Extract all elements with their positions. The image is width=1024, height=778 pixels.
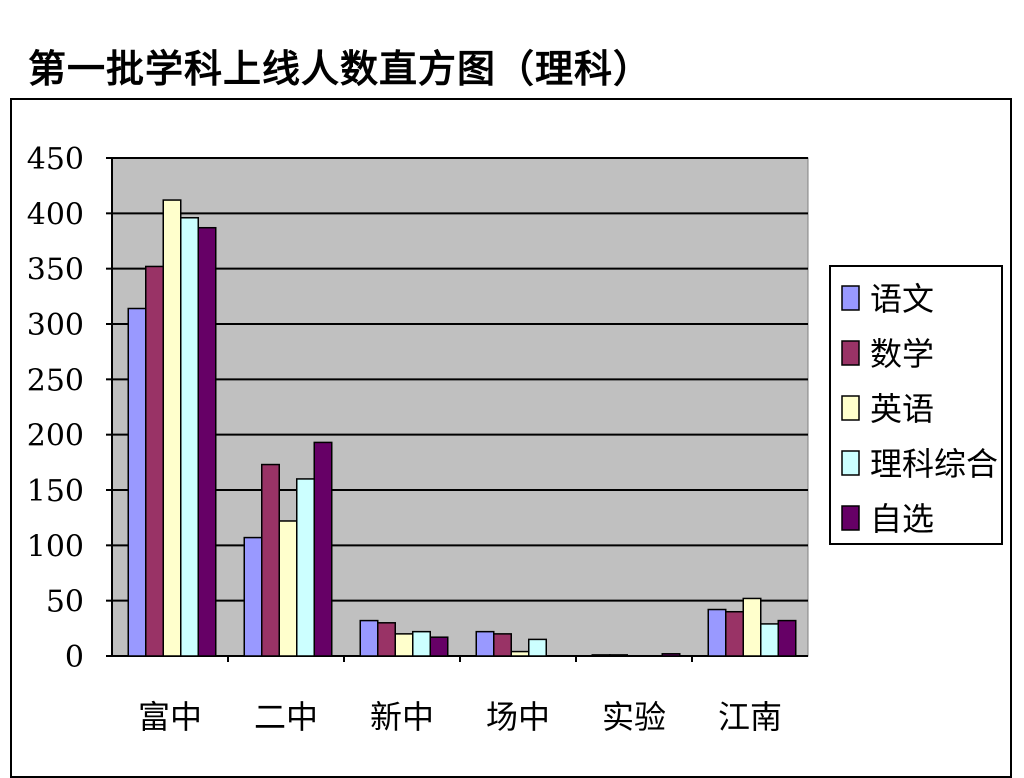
bar-数学-江南 bbox=[725, 610, 744, 657]
legend-label: 理科综合 bbox=[870, 445, 998, 483]
bar-数学-新中 bbox=[377, 622, 396, 657]
y-tick-label: 400 bbox=[27, 197, 84, 232]
legend-label: 数学 bbox=[870, 335, 934, 373]
x-category-label: 江南 bbox=[718, 698, 782, 736]
bar-语文-富中 bbox=[127, 307, 147, 657]
page-title: 第一批学科上线人数直方图（理科） bbox=[28, 47, 653, 91]
bar-语文-场中 bbox=[475, 630, 495, 657]
bar-数学-实验 bbox=[609, 654, 628, 657]
bar-自选-新中 bbox=[429, 636, 449, 657]
legend-swatch bbox=[841, 450, 860, 476]
legend-label: 自选 bbox=[870, 500, 934, 538]
bar-语文-新中 bbox=[359, 619, 379, 657]
y-tick-label: 50 bbox=[46, 585, 84, 620]
x-category-label: 场中 bbox=[486, 698, 550, 736]
y-tick-label: 0 bbox=[65, 640, 84, 675]
legend-swatch bbox=[841, 395, 860, 421]
y-tick-label: 200 bbox=[27, 419, 84, 454]
y-tick-label: 450 bbox=[27, 142, 84, 177]
bar-数学-二中 bbox=[261, 463, 280, 657]
bar-理科综合-新中 bbox=[412, 630, 431, 657]
bar-数学-场中 bbox=[493, 633, 512, 657]
y-tick-label: 100 bbox=[27, 529, 84, 564]
y-tick-label: 250 bbox=[27, 363, 84, 398]
bar-英语-场中 bbox=[510, 650, 530, 657]
x-category-label: 富中 bbox=[138, 698, 202, 736]
bar-语文-实验 bbox=[591, 654, 611, 657]
bar-理科综合-富中 bbox=[180, 217, 199, 657]
x-category-label: 实验 bbox=[602, 698, 666, 736]
y-tick-label: 150 bbox=[27, 474, 84, 509]
bar-英语-新中 bbox=[394, 633, 414, 657]
y-tick-label: 300 bbox=[27, 308, 84, 343]
bar-英语-江南 bbox=[742, 597, 762, 657]
bar-语文-二中 bbox=[243, 536, 263, 657]
legend-swatch bbox=[841, 340, 860, 366]
bar-自选-富中 bbox=[197, 226, 217, 657]
legend-label: 英语 bbox=[870, 390, 934, 428]
bar-理科综合-二中 bbox=[296, 478, 315, 657]
bar-理科综合-场中 bbox=[528, 638, 547, 657]
legend-swatch bbox=[841, 285, 860, 311]
bar-数学-富中 bbox=[145, 265, 164, 657]
legend-swatch bbox=[841, 505, 860, 531]
bar-自选-二中 bbox=[313, 441, 333, 657]
x-category-label: 新中 bbox=[370, 698, 434, 736]
legend-label: 语文 bbox=[870, 280, 934, 318]
x-category-label: 二中 bbox=[254, 698, 318, 736]
bar-英语-二中 bbox=[278, 520, 298, 657]
bar-自选-实验 bbox=[661, 653, 681, 657]
bar-自选-江南 bbox=[777, 619, 797, 657]
bar-英语-富中 bbox=[162, 199, 182, 657]
y-tick-label: 350 bbox=[27, 253, 84, 288]
bar-语文-江南 bbox=[707, 608, 727, 657]
bar-理科综合-江南 bbox=[760, 623, 779, 657]
